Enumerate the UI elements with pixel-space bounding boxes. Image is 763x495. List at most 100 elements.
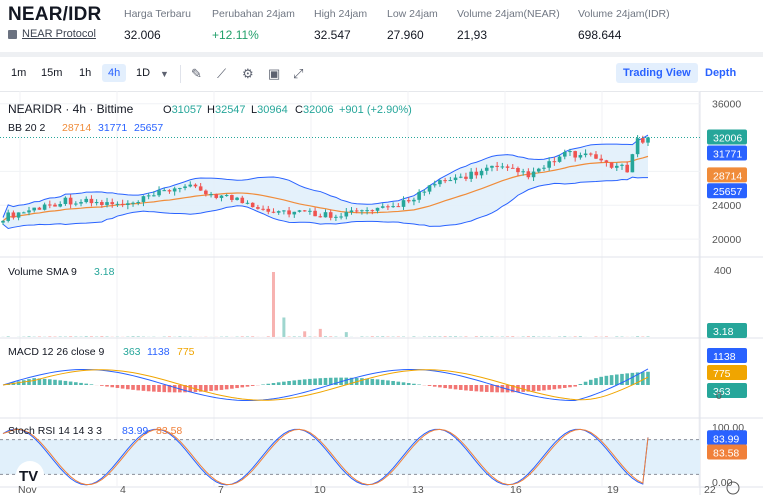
macd-signal-line (2, 369, 649, 401)
bb-upper-line (2, 134, 649, 218)
depth-button[interactable]: Depth (705, 67, 737, 79)
candle-body (250, 202, 255, 208)
macd-histogram-bar (594, 378, 598, 385)
time-tick: Nov (18, 484, 37, 495)
macd-histogram-bar (183, 385, 187, 393)
candle-body (172, 188, 177, 192)
candle-body (115, 203, 120, 205)
candle-body (1, 220, 5, 223)
macd-histogram-bar (37, 378, 42, 385)
macd-histogram-bar (552, 385, 557, 390)
timeframe-1m[interactable]: 1m (11, 67, 27, 79)
time-tick: 13 (412, 484, 424, 495)
candle-body (542, 167, 546, 169)
macd-histogram-bar (157, 385, 161, 392)
draw-icon[interactable]: ✎ (191, 66, 202, 81)
save-icon[interactable]: ▣ (268, 66, 281, 81)
macd-histogram-bar (562, 385, 567, 388)
chevron-down-icon[interactable]: ▼ (160, 69, 169, 79)
candle-body (547, 161, 551, 168)
candle-body (198, 186, 203, 191)
macd-histogram-bar (412, 383, 416, 385)
volume-bar (506, 336, 510, 337)
macd-histogram-bar (209, 385, 213, 391)
candle-body (292, 211, 297, 215)
stat-label: High 24jam (314, 8, 368, 20)
candle-body (63, 197, 68, 205)
stat-value: 698.644 (578, 28, 622, 42)
macd-histogram-bar (609, 375, 614, 385)
stat-volume-idr: Volume 24jam(IDR) 698.644 (578, 8, 670, 42)
candle-body (625, 164, 629, 173)
candle-body (516, 168, 520, 173)
macd-histogram-bar (146, 385, 151, 392)
macd-value: 1138 (147, 346, 170, 358)
candle-body (245, 202, 250, 204)
volume-bar (37, 336, 41, 337)
candle-body (297, 210, 302, 212)
candle-body (188, 184, 193, 187)
price-chart[interactable]: TV NEARIDR · 4h · Bittime O31057 H32547 L30… (0, 91, 763, 495)
volume-tag-bg (707, 323, 747, 338)
candle-body (427, 185, 432, 192)
candle-body (157, 190, 161, 196)
trading-view-button[interactable]: Trading View (616, 63, 698, 83)
candle-body (287, 210, 291, 215)
volume-bar (74, 336, 78, 337)
macd-signal-tag: 775 (713, 368, 731, 380)
volume-bar (428, 336, 432, 337)
candle-body (53, 204, 57, 207)
candle-body (620, 164, 624, 166)
timeframe-1h[interactable]: 1h (79, 67, 92, 79)
macd-histogram-bar (74, 382, 78, 385)
candle-body (588, 153, 593, 155)
macd-histogram-bar (235, 385, 239, 389)
macd-histogram-bar (573, 385, 577, 387)
legend-ohlc: H32547 (207, 104, 246, 116)
macd-histogram-bar (131, 385, 135, 390)
volume-bar (636, 336, 640, 337)
candle-body (370, 210, 375, 212)
bb-basis-tag-bg (707, 167, 747, 183)
candle-body (22, 212, 26, 214)
candle-body (261, 208, 265, 210)
macd-histogram-bar (448, 385, 453, 389)
candle-body (27, 210, 31, 213)
timeframe-15m[interactable]: 15m (41, 67, 63, 79)
volume-bar (329, 336, 333, 337)
chart-toolbar: 1m 15m 1h 4h 1D ▼ ✎ ⟋ ⚙ ▣ ⤢ Trading View… (0, 57, 763, 92)
candle-body (110, 202, 115, 205)
candle-body (16, 212, 21, 218)
volume-bar (131, 336, 135, 337)
macd-hist-value: 363 (123, 346, 141, 358)
macd-histogram-bar (224, 385, 229, 390)
macd-histogram-bar (604, 375, 609, 385)
candle-body (318, 216, 323, 218)
chart-labels: NEARIDR · 4h · Bittime O31057 H32547 L30964… (8, 99, 747, 495)
candle-body (401, 200, 406, 207)
indicators-icon[interactable]: ⟋ (217, 66, 227, 81)
volume-tag: 3.18 (713, 326, 734, 338)
project-link[interactable]: NEAR Protocol (8, 28, 96, 40)
candle-body (235, 197, 239, 200)
macd-histogram-bar (614, 374, 619, 385)
macd-histogram-bar (432, 385, 437, 387)
macd-histogram-bar (370, 378, 375, 385)
timeframe-4h[interactable]: 4h (102, 64, 127, 82)
macd-histogram-bar (438, 385, 442, 388)
fullscreen-icon[interactable]: ⤢ (293, 66, 304, 81)
volume-bar (100, 336, 104, 337)
settings-icon[interactable]: ⚙ (242, 66, 254, 81)
timeframe-1d[interactable]: 1D (136, 67, 151, 79)
bb-basis-value: 28714 (62, 122, 91, 134)
candle-body (224, 195, 229, 197)
macd-histogram-bar (292, 380, 297, 385)
macd-histogram-bar (500, 385, 505, 393)
stat-label: Perubahan 24jam (212, 8, 295, 20)
volume-bar (360, 336, 364, 337)
candle-body (464, 176, 468, 179)
macd-histogram-bar (458, 385, 463, 390)
macd-histogram-bar (167, 385, 172, 393)
macd-histogram-bar (245, 385, 250, 387)
macd-histogram-bar (162, 385, 167, 393)
